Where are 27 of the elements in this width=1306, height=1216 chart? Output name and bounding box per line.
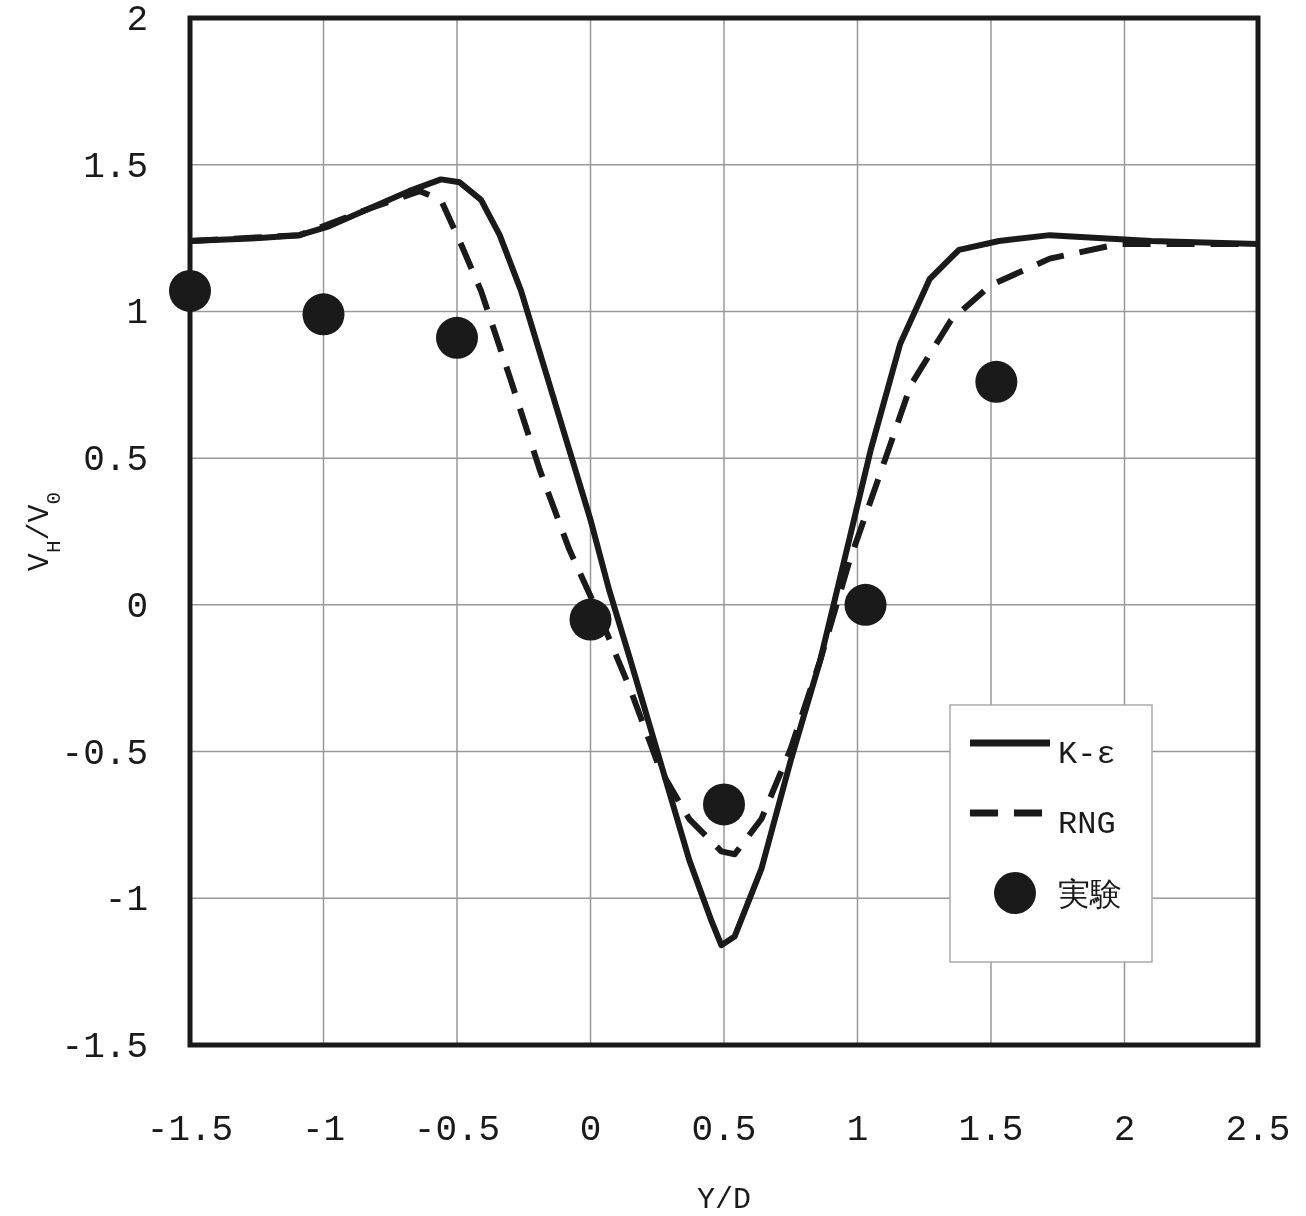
x-tick-label: -0.5 (413, 1110, 501, 1151)
y-tick-label: 1 (126, 293, 148, 335)
y-tick-label: 0 (126, 586, 148, 628)
legend-label: RNG (1058, 806, 1116, 843)
x-tick-label: -1 (301, 1110, 346, 1151)
y-tick-label: 2 (126, 0, 148, 41)
point (569, 598, 612, 641)
x-tick-label: 0.5 (691, 1110, 757, 1151)
y-tick-label: -0.5 (61, 733, 148, 775)
point (169, 269, 211, 312)
legend-label: 実験 (1058, 877, 1122, 915)
y-tick-label: -1.5 (61, 1027, 148, 1068)
point (302, 293, 345, 336)
x-axis-title: Y/D (696, 1183, 752, 1216)
y-tick-label: -1 (104, 880, 148, 922)
y-tick-label: 0.5 (83, 440, 148, 482)
x-tick-label: 0 (579, 1110, 602, 1151)
point (844, 583, 887, 626)
legend-label: K-ε (1058, 736, 1116, 773)
point (703, 783, 745, 826)
point (975, 360, 1018, 403)
point (436, 316, 478, 359)
x-tick-label: 2.5 (1225, 1110, 1291, 1151)
x-tick-label: 1 (846, 1110, 869, 1151)
x-tick-label: 2 (1113, 1110, 1136, 1151)
y-tick-label: 1.5 (83, 146, 148, 188)
x-tick-label: 1.5 (958, 1110, 1024, 1151)
